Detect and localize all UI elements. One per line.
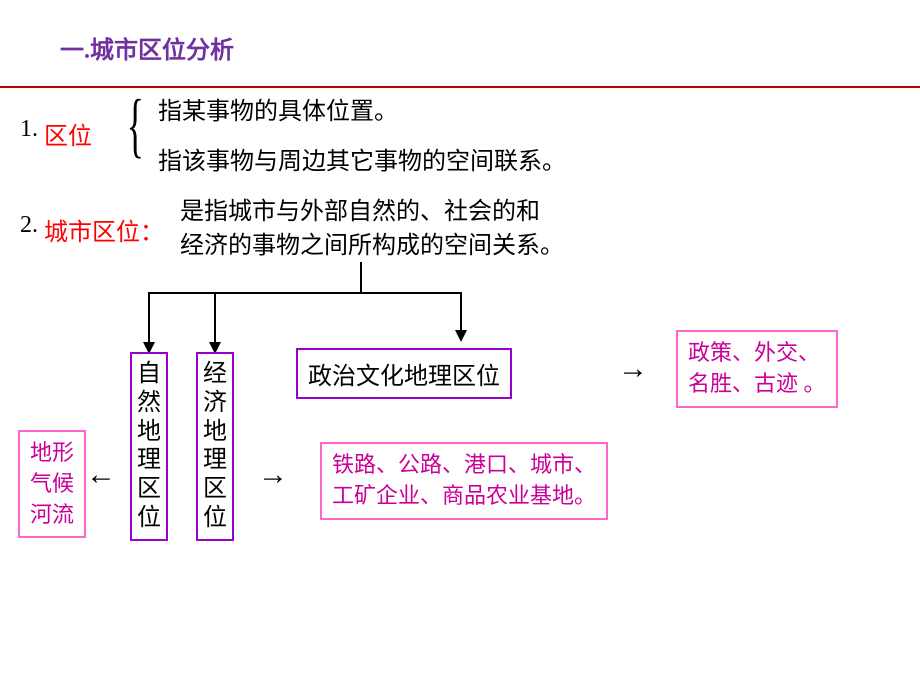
item1-label: 区位 xyxy=(44,116,92,151)
natural-char-6: 位 xyxy=(136,504,162,533)
terrain-box: 地形 气候 河流 xyxy=(18,430,86,538)
political-culture-box: 政治文化地理区位 xyxy=(296,348,512,399)
natural-geo-box: 自 然 地 理 区 位 xyxy=(130,352,168,541)
natural-char-5: 区 xyxy=(136,475,162,504)
item2-number: 2. xyxy=(20,212,38,239)
item2-def-line1: 是指城市与外部自然的、社会的和 xyxy=(180,199,540,225)
tree-v1 xyxy=(148,292,150,344)
policy-line2: 名胜、古迹 。 xyxy=(688,371,826,396)
item1-def1: 指某事物的具体位置。 xyxy=(158,96,398,130)
arrow-to-terrain: ← xyxy=(86,458,116,492)
terrain-line3: 河流 xyxy=(30,502,74,527)
economic-geo-box: 经 济 地 理 区 位 xyxy=(196,352,234,541)
natural-char-4: 理 xyxy=(136,446,162,475)
section-title: 一.城市区位分析 xyxy=(60,30,234,65)
economic-char-2: 济 xyxy=(202,389,228,418)
tree-v3 xyxy=(460,292,462,332)
natural-char-1: 自 xyxy=(136,360,162,389)
arrow-to-policy: → xyxy=(618,352,648,386)
natural-char-3: 地 xyxy=(136,418,162,447)
economic-char-1: 经 xyxy=(202,360,228,389)
terrain-line1: 地形 xyxy=(30,440,74,465)
policy-box: 政策、外交、 名胜、古迹 。 xyxy=(676,330,838,408)
tree-root-vline xyxy=(360,262,362,292)
arrow-to-rail: → xyxy=(258,458,288,492)
policy-line1: 政策、外交、 xyxy=(688,340,820,365)
tree-hline xyxy=(148,292,460,294)
economic-char-5: 区 xyxy=(202,475,228,504)
rail-line1: 铁路、公路、港口、城市、 xyxy=(332,452,596,477)
item1-number: 1. xyxy=(20,116,38,143)
tree-v2 xyxy=(214,292,216,344)
rail-box: 铁路、公路、港口、城市、 工矿企业、商品农业基地。 xyxy=(320,442,608,520)
brace-icon: { xyxy=(127,84,144,167)
item2-def-line2: 经济的事物之间所构成的空间关系。 xyxy=(180,233,564,259)
item2-label: 城市区位： xyxy=(44,212,164,247)
item1-def2: 指该事物与周边其它事物的空间联系。 xyxy=(158,146,566,180)
item2-def: 是指城市与外部自然的、社会的和 经济的事物之间所构成的空间关系。 xyxy=(180,196,564,263)
terrain-line2: 气候 xyxy=(30,471,74,496)
economic-char-4: 理 xyxy=(202,446,228,475)
economic-char-3: 地 xyxy=(202,418,228,447)
economic-char-6: 位 xyxy=(202,504,228,533)
rail-line2: 工矿企业、商品农业基地。 xyxy=(332,483,596,508)
natural-char-2: 然 xyxy=(136,389,162,418)
arrowhead-3 xyxy=(455,330,467,342)
